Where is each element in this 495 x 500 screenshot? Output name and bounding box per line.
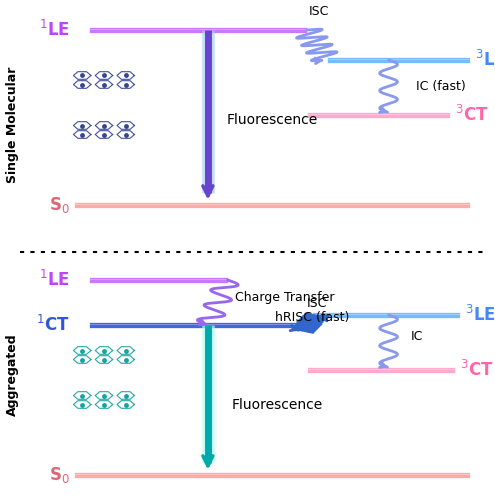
FancyBboxPatch shape	[89, 278, 228, 280]
Text: $^3$LE: $^3$LE	[465, 305, 495, 325]
FancyBboxPatch shape	[307, 368, 455, 370]
Text: $^1$LE: $^1$LE	[39, 20, 69, 40]
Text: S$_0$: S$_0$	[49, 465, 69, 485]
FancyBboxPatch shape	[312, 312, 460, 318]
Text: $^1$LE: $^1$LE	[39, 270, 69, 290]
FancyBboxPatch shape	[89, 322, 307, 328]
Text: IC: IC	[411, 330, 423, 343]
FancyBboxPatch shape	[312, 314, 460, 315]
FancyBboxPatch shape	[89, 28, 307, 30]
Text: ISC: ISC	[309, 4, 330, 18]
Text: Fluorescence: Fluorescence	[232, 398, 323, 412]
FancyBboxPatch shape	[307, 367, 455, 373]
Text: Aggregated: Aggregated	[6, 334, 19, 416]
FancyBboxPatch shape	[89, 27, 307, 33]
Text: Single Molecular: Single Molecular	[6, 67, 19, 183]
Text: hRISC (fast): hRISC (fast)	[275, 311, 349, 324]
FancyBboxPatch shape	[327, 57, 470, 62]
FancyBboxPatch shape	[74, 202, 470, 208]
Text: $^1$CT: $^1$CT	[36, 315, 69, 335]
FancyBboxPatch shape	[327, 58, 470, 60]
Text: $^3$LE: $^3$LE	[475, 50, 495, 70]
FancyBboxPatch shape	[89, 277, 228, 283]
FancyBboxPatch shape	[74, 204, 470, 205]
Text: Charge Transfer: Charge Transfer	[235, 291, 335, 304]
Text: $^3$CT: $^3$CT	[455, 105, 489, 125]
FancyBboxPatch shape	[307, 114, 450, 115]
Text: IC (fast): IC (fast)	[416, 80, 466, 93]
FancyBboxPatch shape	[74, 474, 470, 475]
Text: $^3$CT: $^3$CT	[460, 360, 494, 380]
FancyBboxPatch shape	[307, 112, 450, 117]
Text: Fluorescence: Fluorescence	[227, 113, 318, 127]
FancyBboxPatch shape	[74, 472, 470, 478]
Text: S$_0$: S$_0$	[49, 195, 69, 215]
Text: ISC: ISC	[306, 297, 327, 310]
FancyBboxPatch shape	[89, 324, 307, 325]
